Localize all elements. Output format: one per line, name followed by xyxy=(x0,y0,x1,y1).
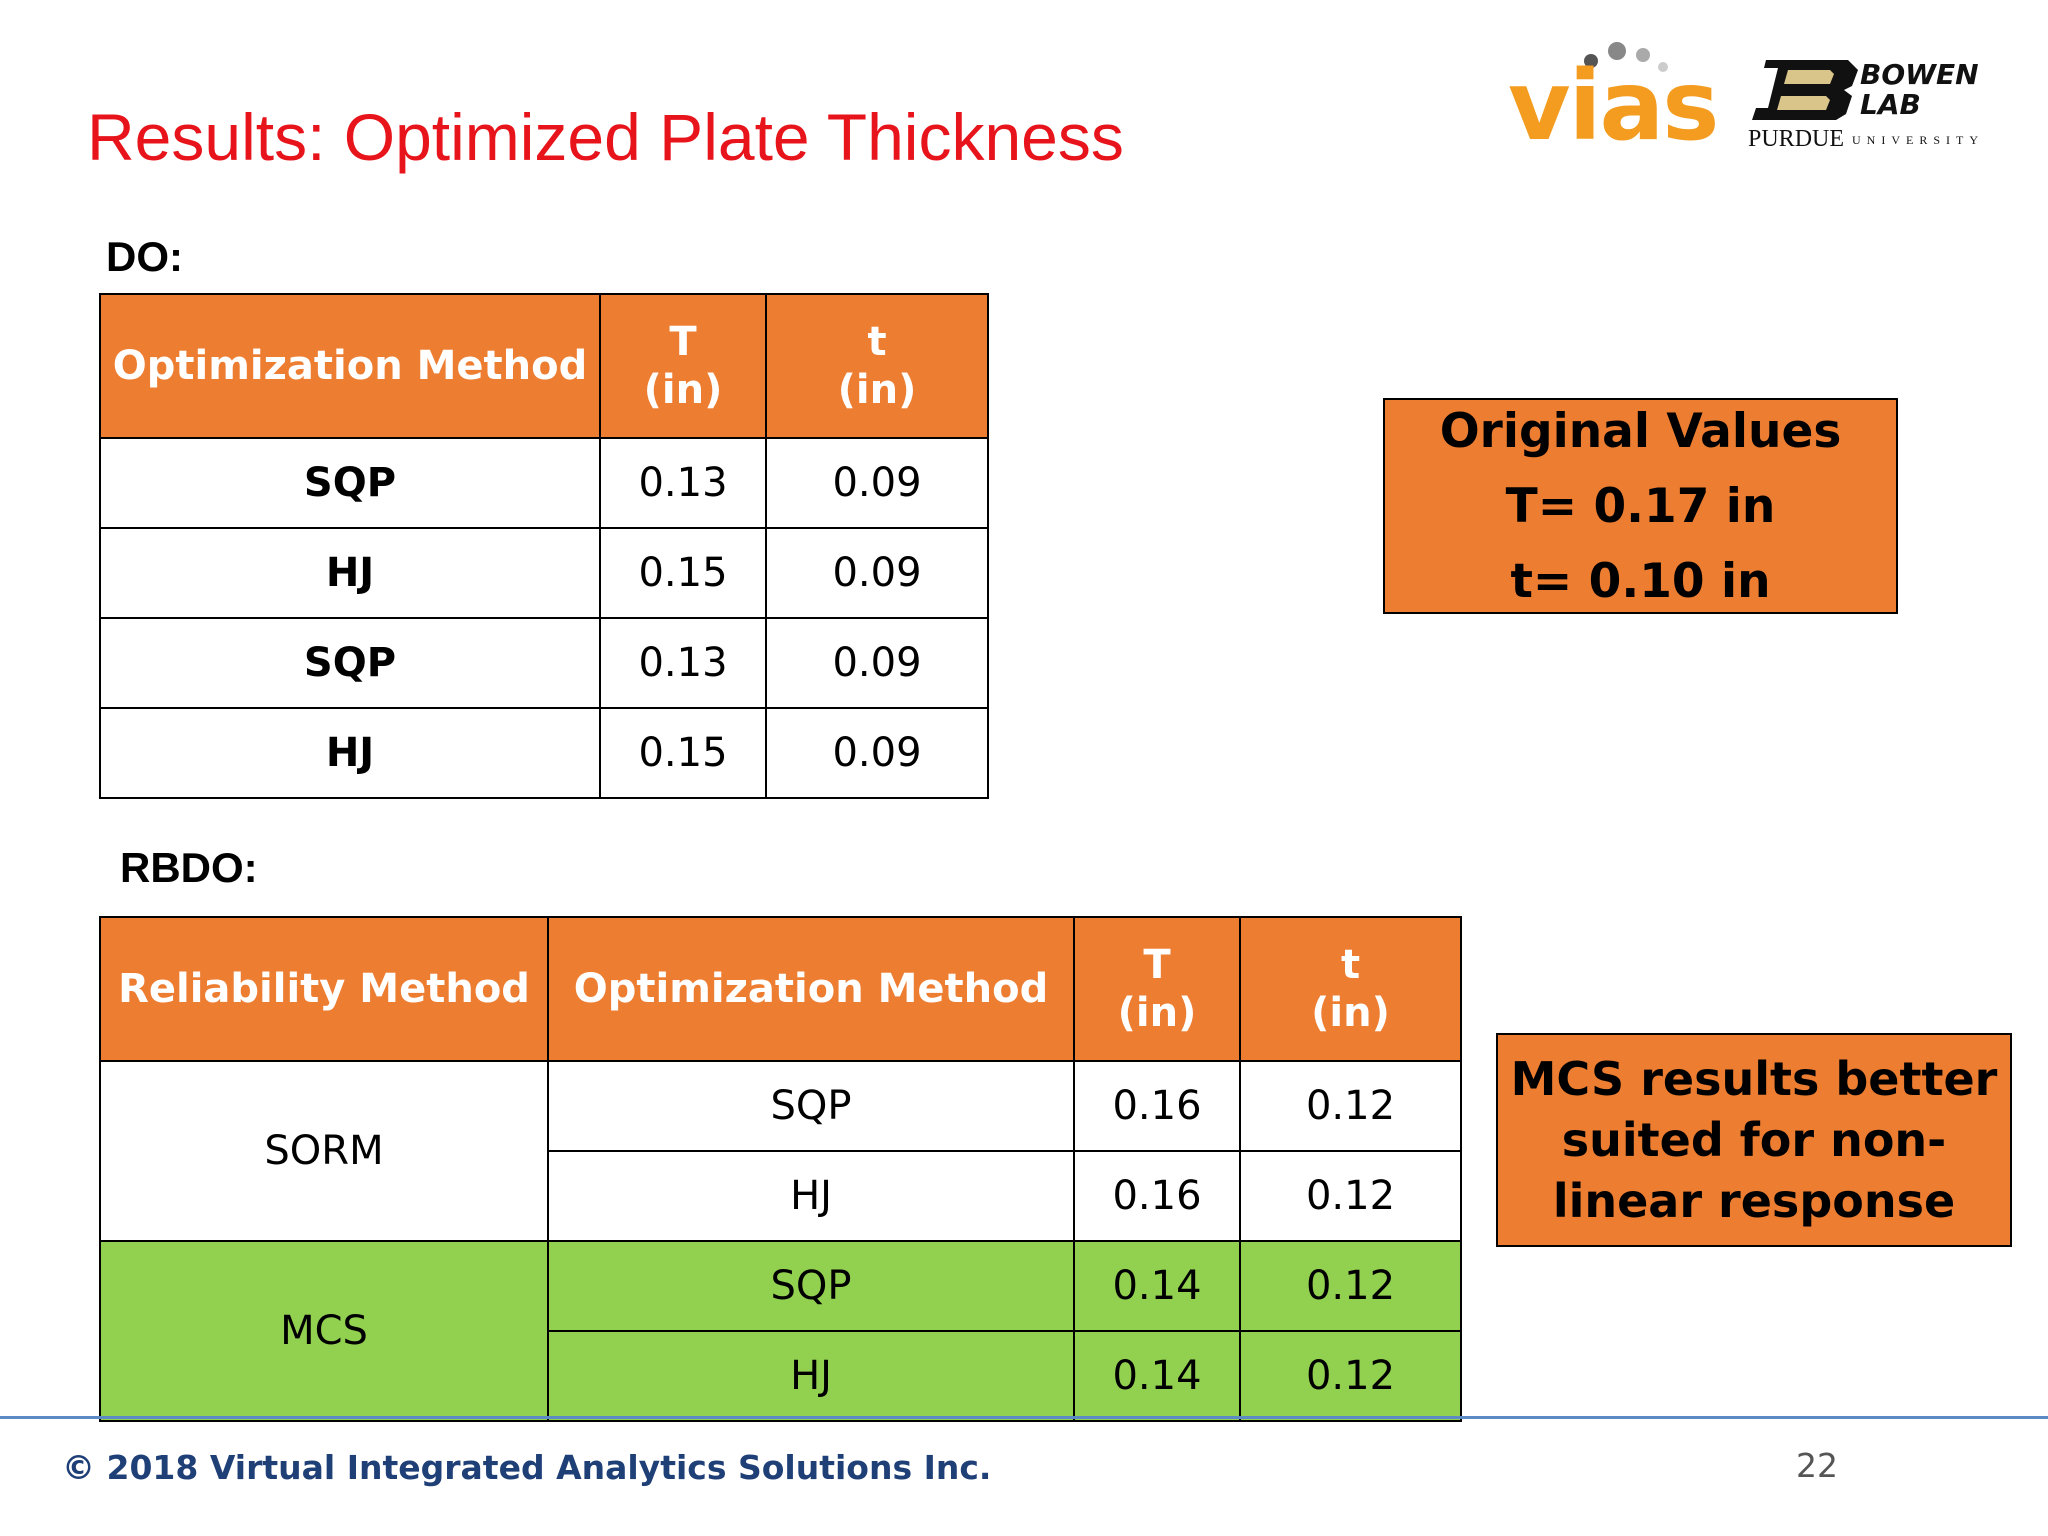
cell-reliability-sorm: SORM xyxy=(99,1060,549,1242)
header-T-symbol: T xyxy=(669,319,697,365)
table-row: SORM SQP 0.16 0.12 xyxy=(99,1060,1462,1242)
bowen-b-mark-icon xyxy=(1752,60,1858,120)
cell-T: 0.13 xyxy=(599,617,767,709)
logo-dot-icon xyxy=(1636,48,1650,62)
header-t-symbol: t xyxy=(867,319,887,365)
bowen-lab-logo: BOWEN LAB PURDUE UNIVERSITY xyxy=(1748,56,2008,156)
vias-logo: vias xyxy=(1508,38,1719,154)
table-row: HJ 0.16 0.12 xyxy=(100,1150,1462,1242)
table-row: SQP 0.13 0.09 xyxy=(99,617,989,709)
header-T: T (in) xyxy=(1073,916,1241,1062)
table-header-row: Reliability Method Optimization Method T… xyxy=(99,916,1462,1062)
cell-T: 0.13 xyxy=(599,437,767,529)
table-row: HJ 0.15 0.09 xyxy=(99,527,989,619)
cell-method: HJ xyxy=(99,527,601,619)
header-optimization-method: Optimization Method xyxy=(99,293,601,439)
cell-method: SQP xyxy=(547,1060,1075,1152)
header-T-symbol: T xyxy=(1143,942,1171,988)
do-results-table: Optimization Method T (in) t (in) SQP 0.… xyxy=(99,293,989,799)
cell-T: 0.15 xyxy=(599,527,767,619)
cell-T: 0.16 xyxy=(1073,1060,1241,1152)
cell-t: 0.09 xyxy=(765,707,989,799)
original-values-title: Original Values xyxy=(1439,403,1842,459)
page-number: 22 xyxy=(1796,1446,1838,1485)
mcs-note-line-3: linear response xyxy=(1552,1173,1956,1228)
footer-divider xyxy=(0,1416,2048,1419)
cell-T: 0.15 xyxy=(599,707,767,799)
mcs-note-line-1: MCS results better xyxy=(1510,1051,1998,1106)
original-T-value: T= 0.17 in xyxy=(1505,478,1776,534)
cell-T: 0.16 xyxy=(1073,1150,1241,1242)
logo-dot-icon xyxy=(1584,54,1598,68)
header-t-unit: (in) xyxy=(837,367,917,413)
header-t: t (in) xyxy=(1239,916,1462,1062)
cell-t: 0.09 xyxy=(765,617,989,709)
logo-dot-icon xyxy=(1608,42,1626,60)
cell-method: HJ xyxy=(547,1150,1075,1242)
mcs-note-line-2: suited for non- xyxy=(1561,1112,1947,1167)
header-optimization-method: Optimization Method xyxy=(547,916,1075,1062)
header-t-symbol: t xyxy=(1340,942,1361,988)
header-T: T (in) xyxy=(599,293,767,439)
header-T-unit: (in) xyxy=(643,367,723,413)
rbdo-results-table: Reliability Method Optimization Method T… xyxy=(99,916,1462,1422)
logo-dot-icon xyxy=(1658,62,1668,72)
vias-wordmark: vias xyxy=(1508,50,1719,162)
mcs-note-callout: MCS results better suited for non- linea… xyxy=(1496,1033,2012,1247)
cell-t: 0.09 xyxy=(765,437,989,529)
cell-reliability-mcs: MCS xyxy=(99,1240,549,1422)
cell-method: SQP xyxy=(99,437,601,529)
header-t: t (in) xyxy=(765,293,989,439)
cell-t: 0.12 xyxy=(1239,1150,1462,1242)
table-row: HJ 0.15 0.09 xyxy=(99,707,989,799)
original-values-callout: Original Values T= 0.17 in t= 0.10 in xyxy=(1383,398,1898,614)
table-row: SQP 0.13 0.09 xyxy=(99,437,989,529)
cell-method: SQP xyxy=(547,1240,1075,1332)
purdue-university-text: UNIVERSITY xyxy=(1852,132,1985,147)
original-t-value: t= 0.10 in xyxy=(1510,553,1771,609)
header-reliability-method: Reliability Method xyxy=(99,916,549,1062)
cell-t: 0.12 xyxy=(1239,1060,1462,1152)
cell-t: 0.09 xyxy=(765,527,989,619)
cell-t: 0.12 xyxy=(1239,1330,1462,1422)
purdue-wordmark: PURDUE xyxy=(1748,126,1845,152)
slide-title: Results: Optimized Plate Thickness xyxy=(87,100,1124,174)
cell-method: HJ xyxy=(547,1330,1075,1422)
cell-t: 0.12 xyxy=(1239,1240,1462,1332)
footer-copyright: © 2018 Virtual Integrated Analytics Solu… xyxy=(62,1448,992,1487)
header-t-unit: (in) xyxy=(1311,990,1390,1036)
cell-T: 0.14 xyxy=(1073,1330,1241,1422)
table-row: MCS SQP 0.14 0.12 xyxy=(99,1240,1462,1422)
bowen-lab-text: BOWEN LAB xyxy=(1860,58,1979,121)
rbdo-section-label: RBDO: xyxy=(120,844,258,891)
purdue-text: PURDUE UNIVERSITY xyxy=(1748,126,1984,153)
table-row: HJ 0.14 0.12 xyxy=(100,1330,1462,1422)
header-T-unit: (in) xyxy=(1117,990,1197,1036)
table-header-row: Optimization Method T (in) t (in) xyxy=(99,293,989,439)
cell-method: SQP xyxy=(99,617,601,709)
cell-method: HJ xyxy=(99,707,601,799)
do-section-label: DO: xyxy=(106,233,183,280)
cell-T: 0.14 xyxy=(1073,1240,1241,1332)
